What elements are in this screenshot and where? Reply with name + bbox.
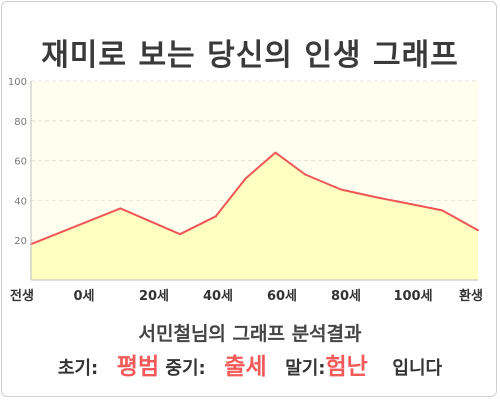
data-point xyxy=(411,203,414,206)
y-tick-label: 60 xyxy=(14,157,27,168)
x-tick-label: 60세 xyxy=(267,289,297,304)
early-value: 평범 xyxy=(116,354,160,380)
series-line xyxy=(30,151,479,246)
data-point xyxy=(179,233,181,236)
x-tick-label: 40세 xyxy=(203,289,233,304)
x-tick-label: 0세 xyxy=(73,289,94,304)
late-value: 험난 xyxy=(325,354,368,380)
late-label: 말기: xyxy=(285,358,326,379)
x-tick-label: 80세 xyxy=(331,289,361,304)
data-point xyxy=(441,209,444,212)
analysis-subtitle: 서민철님의 그래프 분석결과 xyxy=(138,323,362,345)
chart-title: 재미로 보는 당신의 인생 그래프 xyxy=(41,38,459,73)
data-point xyxy=(304,173,307,176)
verdict-ending: 입니다 xyxy=(392,358,443,379)
y-tick-label: 20 xyxy=(14,236,27,247)
data-point xyxy=(119,207,122,210)
analysis-verdict: 초기: 평범 중기: 출세 말기:험난 입니다 xyxy=(0,347,500,381)
middle-value: 출세 xyxy=(224,354,267,380)
series-area xyxy=(31,152,478,280)
y-tick-label: 80 xyxy=(14,117,27,128)
data-point xyxy=(214,215,217,218)
middle-label: 중기: xyxy=(165,358,206,379)
data-point xyxy=(274,151,277,154)
data-point xyxy=(244,177,247,180)
x-tick-label: 20세 xyxy=(139,289,169,304)
data-point xyxy=(477,229,479,232)
x-tick-label: 환생 xyxy=(459,288,483,304)
x-tick-label: 전생 xyxy=(10,288,34,304)
data-point xyxy=(375,196,378,199)
x-tick-label: 100세 xyxy=(393,289,432,304)
y-tick-label: 40 xyxy=(14,196,27,207)
y-tick-label: 100 xyxy=(8,77,27,88)
data-point xyxy=(339,188,342,191)
early-label: 초기: xyxy=(57,358,99,379)
